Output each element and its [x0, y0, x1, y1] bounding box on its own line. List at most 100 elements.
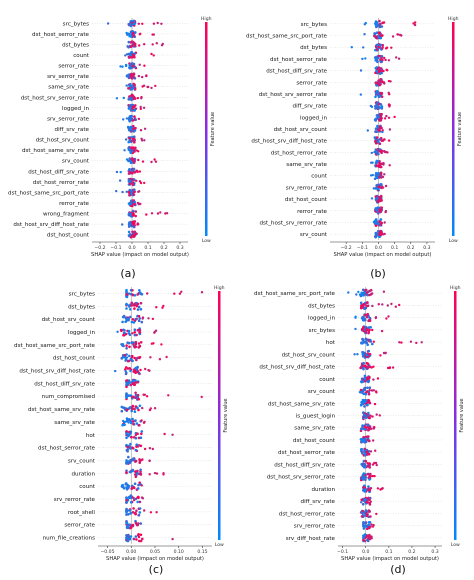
feature-dots	[125, 533, 174, 543]
shap-point	[128, 179, 132, 182]
shap-point	[377, 24, 380, 27]
feature-dots	[125, 301, 165, 311]
shap-point	[122, 118, 125, 121]
feature-label: logged_in	[68, 330, 95, 336]
shap-point	[360, 501, 363, 504]
feature-label: logged_in	[308, 316, 335, 322]
shap-point	[140, 419, 143, 422]
shap-point	[369, 472, 372, 476]
shap-point	[127, 40, 131, 44]
shap-point	[382, 290, 386, 293]
shap-point	[137, 314, 141, 318]
shap-point	[376, 117, 379, 120]
feature-label: dst_host_diff_srv_rate	[266, 69, 327, 75]
shap-point	[130, 40, 134, 43]
shap-point	[375, 114, 379, 117]
shap-point	[364, 313, 367, 317]
feature-label: same_srv_rate	[294, 426, 335, 432]
shap-point	[400, 341, 403, 344]
shap-point	[126, 445, 130, 449]
shap-point	[383, 173, 386, 176]
shap-point	[354, 327, 357, 331]
shap-point	[369, 414, 372, 417]
shap-point	[364, 454, 367, 457]
feature-label: dst_host_serror_rate	[270, 57, 328, 63]
shap-point	[398, 341, 401, 344]
shap-point	[374, 449, 377, 452]
feature-dots	[350, 42, 393, 52]
shap-point	[382, 69, 385, 73]
shap-point	[380, 117, 383, 120]
shap-point	[125, 290, 128, 294]
shap-point	[137, 223, 140, 226]
shap-point	[360, 390, 363, 394]
shap-point	[132, 370, 135, 373]
panel-label: (c)	[149, 563, 164, 576]
shap-point	[361, 57, 364, 61]
shap-point	[367, 521, 371, 524]
shap-point	[381, 43, 385, 47]
x-tick-label: 0.0	[128, 245, 135, 251]
shap-point	[374, 235, 377, 238]
shap-point	[387, 139, 391, 142]
shap-point	[132, 368, 135, 371]
shap-point	[131, 484, 134, 488]
feature-dots	[120, 340, 163, 350]
x-tick-label: −0.05	[100, 549, 114, 555]
shap-point	[379, 186, 383, 189]
shap-point	[139, 341, 143, 344]
shap-point	[364, 341, 367, 344]
shap-point	[371, 415, 374, 418]
shap-point	[360, 498, 364, 502]
colorbar-high-label: High	[201, 16, 212, 22]
shap-point	[364, 525, 367, 528]
shap-point	[138, 500, 142, 504]
x-tick-label: 0.1	[391, 245, 398, 251]
shap-point	[128, 509, 132, 512]
shap-point	[125, 396, 128, 399]
shap-point	[125, 307, 128, 310]
feature-dots	[370, 194, 383, 204]
shap-point	[140, 430, 144, 433]
shap-point	[385, 317, 388, 320]
shap-point	[147, 85, 150, 89]
shap-point	[137, 305, 141, 309]
shap-point	[125, 537, 128, 540]
shap-point	[384, 351, 387, 354]
shap-point	[134, 473, 137, 476]
shap-point	[362, 521, 365, 524]
shap-point	[142, 106, 146, 110]
feature-dots	[127, 230, 138, 239]
shap-point	[151, 317, 155, 321]
shap-point	[151, 447, 154, 451]
shap-point	[138, 331, 142, 334]
shap-point	[132, 127, 136, 130]
shap-point	[138, 328, 142, 332]
shap-point	[366, 291, 369, 294]
shap-point	[123, 329, 126, 332]
shap-point	[374, 198, 378, 201]
shap-point	[363, 351, 367, 355]
shap-point	[347, 291, 350, 294]
shap-point	[364, 392, 368, 396]
feature-label: duration	[311, 487, 335, 493]
shap-point	[127, 230, 131, 234]
shap-point	[133, 381, 136, 384]
shap-point	[379, 210, 382, 214]
shap-point	[137, 539, 141, 543]
shap-point	[366, 501, 369, 504]
shap-point	[374, 461, 378, 465]
shap-point	[138, 460, 142, 463]
shap-point	[379, 92, 382, 96]
shap-point	[137, 513, 141, 517]
shap-point	[360, 449, 363, 453]
feature-label: count	[79, 484, 96, 490]
feature-dots	[125, 430, 174, 440]
shap-point	[158, 358, 162, 361]
x-tick-label: −0.1	[357, 245, 368, 251]
feature-dots	[125, 468, 165, 479]
shap-point	[370, 427, 373, 430]
shap-point	[398, 303, 401, 307]
shap-point	[368, 352, 372, 356]
